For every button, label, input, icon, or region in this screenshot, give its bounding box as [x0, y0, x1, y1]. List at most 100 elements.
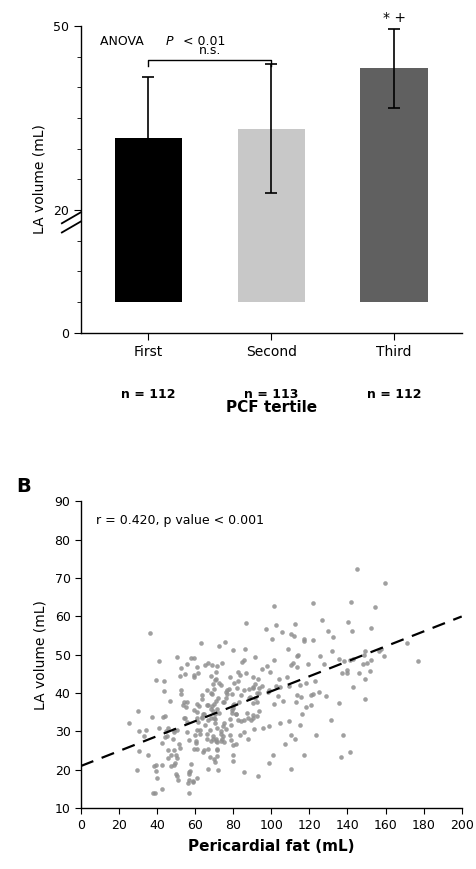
Point: [300, 748, 307, 762]
Bar: [238, 129, 305, 302]
Point: [246, 682, 253, 696]
Point: [276, 716, 283, 730]
Point: [214, 763, 222, 777]
Y-axis label: LA volume (mL): LA volume (mL): [32, 124, 46, 235]
Point: [185, 733, 192, 747]
Point: [204, 698, 212, 712]
Point: [226, 670, 234, 684]
Point: [203, 683, 211, 697]
Point: [366, 664, 374, 678]
Point: [211, 706, 218, 720]
Point: [190, 670, 198, 684]
Point: [208, 658, 216, 672]
Point: [227, 727, 234, 741]
Point: [218, 678, 225, 692]
Point: [238, 688, 245, 702]
Point: [324, 624, 332, 638]
Point: [193, 660, 201, 673]
Point: [275, 672, 283, 686]
Point: [175, 738, 183, 752]
Point: [249, 681, 257, 695]
Text: ANOVA: ANOVA: [100, 36, 148, 49]
Point: [163, 729, 170, 743]
Point: [174, 773, 182, 787]
Text: P: P: [166, 36, 173, 49]
Point: [209, 677, 217, 691]
Point: [220, 695, 228, 709]
Point: [219, 719, 227, 733]
Point: [243, 616, 250, 630]
Point: [213, 734, 220, 748]
Point: [152, 673, 160, 687]
Point: [240, 653, 248, 667]
Point: [404, 636, 411, 650]
Point: [211, 716, 218, 730]
Point: [361, 648, 368, 662]
Point: [190, 652, 198, 666]
Point: [160, 684, 168, 698]
Point: [230, 676, 238, 690]
X-axis label: Pericardial fat (mL): Pericardial fat (mL): [188, 839, 355, 853]
Point: [213, 735, 221, 749]
Point: [222, 685, 230, 699]
Point: [322, 689, 330, 703]
Point: [362, 644, 369, 658]
Point: [269, 748, 277, 762]
Point: [287, 727, 294, 741]
Point: [204, 713, 212, 726]
Point: [228, 733, 235, 746]
Point: [285, 642, 292, 656]
Point: [188, 651, 195, 665]
Point: [213, 732, 220, 746]
Point: [210, 712, 218, 726]
Point: [414, 654, 422, 668]
Point: [255, 704, 262, 718]
Point: [142, 723, 149, 737]
Point: [184, 657, 191, 671]
Point: [246, 690, 254, 704]
Point: [244, 711, 251, 725]
Point: [160, 674, 168, 688]
Point: [289, 656, 297, 670]
Point: [227, 718, 235, 732]
Point: [287, 659, 295, 673]
Point: [179, 698, 187, 712]
Point: [249, 711, 257, 725]
Point: [265, 683, 272, 697]
Point: [265, 719, 273, 733]
Point: [300, 634, 307, 647]
Point: [349, 680, 357, 693]
Point: [159, 735, 166, 749]
Point: [348, 624, 356, 638]
Point: [292, 695, 300, 709]
Point: [251, 650, 259, 664]
Point: [214, 692, 221, 706]
Point: [213, 749, 220, 763]
Point: [199, 706, 207, 720]
Point: [276, 680, 284, 693]
Point: [185, 786, 193, 799]
Point: [196, 723, 204, 737]
Point: [251, 677, 258, 691]
Point: [181, 711, 189, 725]
Point: [229, 754, 237, 768]
Point: [251, 722, 258, 736]
Text: * +: * +: [383, 10, 406, 25]
Point: [212, 673, 220, 687]
Point: [193, 771, 201, 785]
Point: [212, 712, 219, 726]
Point: [217, 724, 225, 738]
Point: [263, 660, 271, 673]
Point: [307, 688, 315, 702]
Point: [211, 673, 219, 687]
Point: [309, 596, 317, 610]
Point: [218, 733, 226, 746]
Point: [240, 766, 248, 779]
Point: [275, 689, 282, 703]
Point: [210, 698, 218, 712]
Point: [298, 707, 306, 721]
Point: [159, 782, 166, 796]
Point: [297, 690, 305, 704]
Point: [178, 687, 185, 700]
Point: [335, 652, 342, 666]
